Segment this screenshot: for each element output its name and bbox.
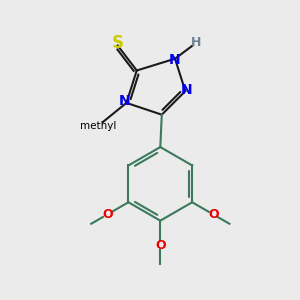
Text: N: N (169, 53, 181, 67)
Text: S: S (112, 34, 124, 52)
Text: O: O (102, 208, 112, 221)
Text: N: N (181, 82, 193, 97)
Text: H: H (190, 36, 201, 49)
Text: N: N (119, 94, 131, 108)
Text: O: O (155, 238, 166, 252)
Text: methyl: methyl (80, 122, 117, 131)
Text: O: O (208, 208, 219, 221)
